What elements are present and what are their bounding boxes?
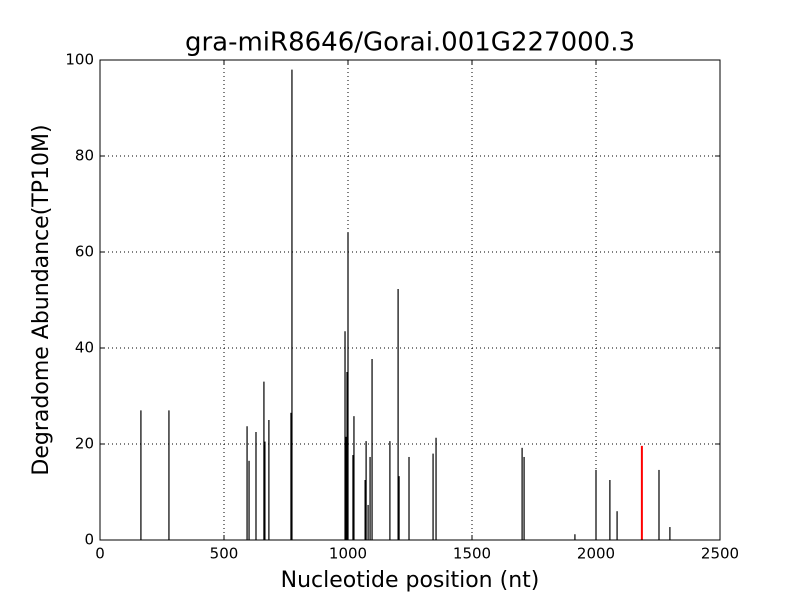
y-tick-label: 100 [65,51,94,69]
y-tick-label: 60 [75,243,94,261]
y-tick-label: 80 [75,147,94,165]
y-tick-label: 0 [84,531,94,549]
y-tick-label: 20 [75,435,94,453]
x-tick-label: 2500 [701,545,739,563]
x-tick-label: 0 [95,545,105,563]
x-tick-label: 1000 [329,545,367,563]
x-tick-label: 1500 [453,545,491,563]
chart-title: gra-miR8646/Gorai.001G227000.3 [185,28,635,58]
y-axis-label: Degradome Abundance(TP10M) [29,124,54,475]
x-tick-label: 500 [210,545,239,563]
x-axis-label: Nucleotide position (nt) [281,568,540,593]
plot-frame [99,59,721,541]
x-tick-label: 2000 [577,545,615,563]
y-tick-label: 40 [75,339,94,357]
